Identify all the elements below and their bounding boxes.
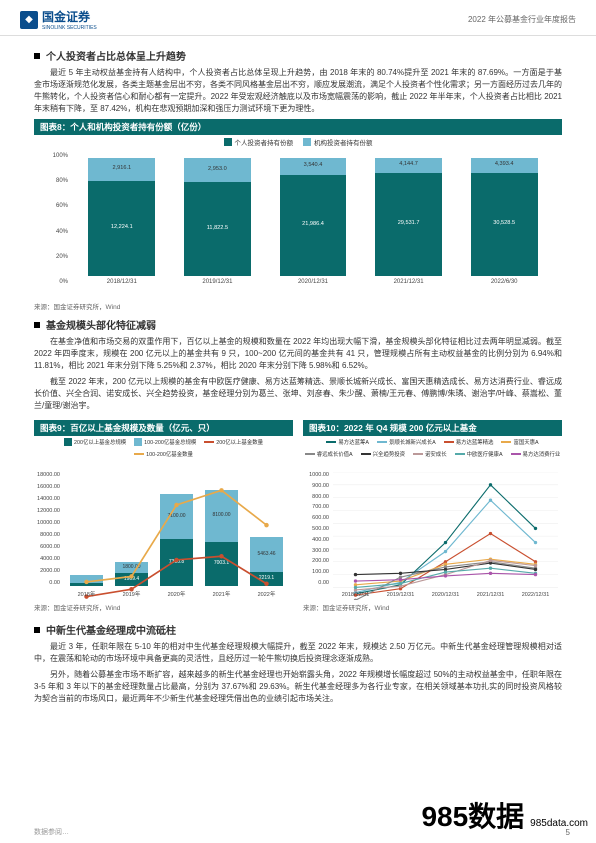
footer-source: 数据参阅…	[34, 827, 69, 837]
bullet-icon	[34, 53, 40, 59]
section2-para2: 截至 2022 年末，200 亿元以上规模的基金有中欧医疗健康、易方达蓝筹精选、…	[34, 376, 562, 412]
bullet-icon	[34, 627, 40, 633]
chart10-source: 来源：国金证券研究所，Wind	[303, 602, 562, 612]
section2-heading: 基金规模头部化特征减弱	[34, 317, 562, 332]
chart9-title: 图表9：百亿以上基金规模及数量（亿元、只）	[34, 420, 293, 436]
logo: ◆ 国金证券 SINOLINK SECURITIES	[20, 8, 97, 31]
chart8-legend: 个人投资者持有份额 机构投资者持有份额	[34, 137, 562, 147]
section1-heading: 个人投资者占比总体呈上升趋势	[34, 48, 562, 63]
chart9-source: 来源：国金证券研究所，Wind	[34, 602, 293, 612]
chart8: 个人投资者持有份额 机构投资者持有份额 100%80%60%40%20%0% 1…	[34, 137, 562, 299]
chart10: 1000.00900.00800.00700.00600.00500.00400…	[303, 460, 562, 600]
chart8-title: 图表8：个人和机构投资者持有份额（亿份）	[34, 119, 562, 135]
chart9-legend: 200亿以上基金总规模 100-200亿基金总规模 200亿以上基金数量 100…	[34, 438, 293, 458]
page-header: ◆ 国金证券 SINOLINK SECURITIES 2022 年公募基金行业年…	[0, 0, 596, 36]
section3-para1: 最近 3 年，任职年限在 5-10 年的相对中生代基金经理规模大幅提升，截至 2…	[34, 641, 562, 665]
section3-para2: 另外，随着公募基金市场不断扩容，越来越多的新生代基金经理也开始崭露头角，2022…	[34, 669, 562, 705]
report-title: 2022 年公募基金行业年度报告	[468, 14, 576, 25]
bullet-icon	[34, 322, 40, 328]
section2-para1: 在基金净值和市场交易的双重作用下，百亿以上基金的规模和数量在 2022 年均出现…	[34, 336, 562, 372]
section1-para: 最近 5 年主动权益基金持有人结构中，个人投资者占比总体呈现上升趋势，由 201…	[34, 67, 562, 115]
company-name: 国金证券	[42, 8, 97, 25]
chart8-source: 来源：国金证券研究所，Wind	[34, 301, 562, 311]
watermark: 985数据 985data.com	[421, 795, 588, 835]
chart10-title: 图表10：2022 年 Q4 规模 200 亿元以上基金	[303, 420, 562, 436]
logo-icon: ◆	[20, 11, 38, 29]
company-name-en: SINOLINK SECURITIES	[42, 25, 97, 31]
chart10-legend: 易方达蓝筹A景顺长城新兴成长A易方达蓝筹精选富国天惠A睿远成长价值A兴全趋势投资…	[303, 438, 562, 458]
chart9: 18000.0016000.0014000.0012000.0010000.00…	[34, 460, 293, 600]
section3-heading: 中新生代基金经理成中流砥柱	[34, 622, 562, 637]
